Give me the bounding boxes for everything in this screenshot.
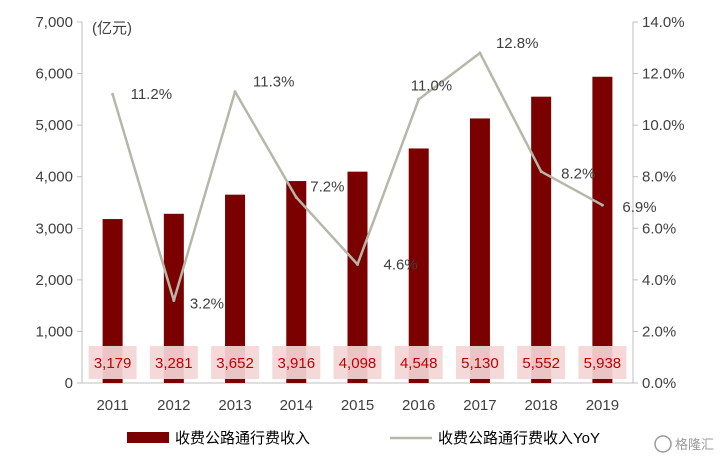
bar-label-bg (578, 346, 627, 379)
right-tick-label: 0.0% (642, 375, 676, 392)
yoy-value-label: 6.9% (622, 199, 656, 216)
x-tick-label: 2016 (402, 397, 435, 414)
yoy-point (539, 170, 543, 174)
right-tick-label: 10.0% (642, 117, 685, 134)
legend-swatch-bar (127, 432, 169, 443)
bar-label-bg (333, 346, 382, 379)
bar-value-label: 3,281 (155, 355, 193, 372)
bar-label-bg (517, 346, 566, 379)
bar (225, 194, 246, 383)
bar-value-label: 5,552 (522, 355, 560, 372)
yoy-point (294, 195, 298, 199)
yoy-value-label: 11.2% (131, 86, 172, 103)
x-tick-label: 2012 (157, 397, 190, 414)
yoy-value-label: 8.2% (561, 166, 595, 183)
yoy-point (111, 92, 115, 96)
plot-area: 0 1,000 2,000 3,000 4,000 5,000 6,000 7,000 0.0%… (35, 14, 684, 414)
left-tick-label: 0 (65, 375, 73, 392)
left-tick-label: 2,000 (35, 272, 73, 289)
bar (592, 76, 613, 383)
bar-label-bg (394, 346, 443, 379)
bar-value-label: 4,548 (400, 355, 438, 372)
bar-label-bg (88, 346, 137, 379)
yoy-point (478, 51, 482, 55)
yoy-point (417, 97, 421, 101)
yoy-value-label: 7.2% (310, 178, 344, 195)
left-tick-label: 5,000 (35, 117, 73, 134)
right-tick-label: 14.0% (642, 14, 685, 31)
yoy-point (233, 90, 237, 94)
bar-value-label: 4,098 (339, 355, 377, 372)
watermark-logo-icon (654, 435, 672, 453)
x-tick-label: 2011 (96, 397, 128, 414)
right-tick-label: 2.0% (642, 323, 676, 340)
x-tick-label: 2015 (341, 397, 374, 414)
bar (408, 148, 429, 383)
bar (469, 118, 490, 383)
x-tick-label: 2013 (218, 397, 251, 414)
left-tick-label: 7,000 (35, 14, 73, 31)
yoy-point (600, 203, 604, 207)
left-tick-label: 1,000 (35, 323, 73, 340)
x-tick-label: 2018 (524, 397, 557, 414)
left-tick-label: 6,000 (35, 66, 73, 83)
left-tick-label: 3,000 (35, 220, 73, 237)
right-tick-label: 4.0% (642, 272, 676, 289)
bar-label-bg (272, 346, 321, 379)
bar (531, 96, 552, 384)
right-tick-label: 8.0% (642, 169, 676, 186)
right-tick-label: 12.0% (642, 66, 685, 83)
bar (286, 181, 307, 383)
bar-value-label: 3,179 (94, 355, 132, 372)
watermark: 格隆汇 (654, 435, 714, 453)
bar (347, 171, 368, 383)
x-tick-label: 2014 (280, 397, 313, 414)
right-tick-label: 6.0% (642, 220, 676, 237)
bar-value-label: 3,652 (216, 355, 254, 372)
bar (102, 219, 123, 383)
bar-value-label: 3,916 (278, 355, 316, 372)
bar-value-label: 5,130 (461, 355, 499, 372)
x-tick-label: 2017 (463, 397, 496, 414)
yoy-value-label: 3.2% (190, 295, 224, 312)
left-axis-unit: (亿元) (92, 20, 132, 37)
bar-label-bg (149, 346, 198, 379)
yoy-point (356, 262, 359, 266)
left-tick-label: 4,000 (35, 169, 73, 186)
yoy-value-label: 11.0% (411, 77, 452, 94)
yoy-value-label: 4.6% (384, 256, 418, 273)
yoy-point (172, 298, 176, 302)
legend-label-line: 收费公路通行费收入YoY (438, 430, 600, 447)
legend: 收费公路通行费收入 收费公路通行费收入YoY (127, 430, 600, 447)
legend-label-bar: 收费公路通行费收入 (175, 430, 310, 447)
x-tick-label: 2019 (586, 397, 619, 414)
yoy-value-label: 12.8% (496, 35, 539, 52)
watermark-text: 格隆汇 (675, 437, 714, 452)
bar-value-label: 5,938 (584, 355, 622, 372)
bar-label-bg (211, 346, 260, 379)
bar-label-bg (455, 346, 504, 379)
yoy-value-label: 11.3% (253, 74, 294, 91)
